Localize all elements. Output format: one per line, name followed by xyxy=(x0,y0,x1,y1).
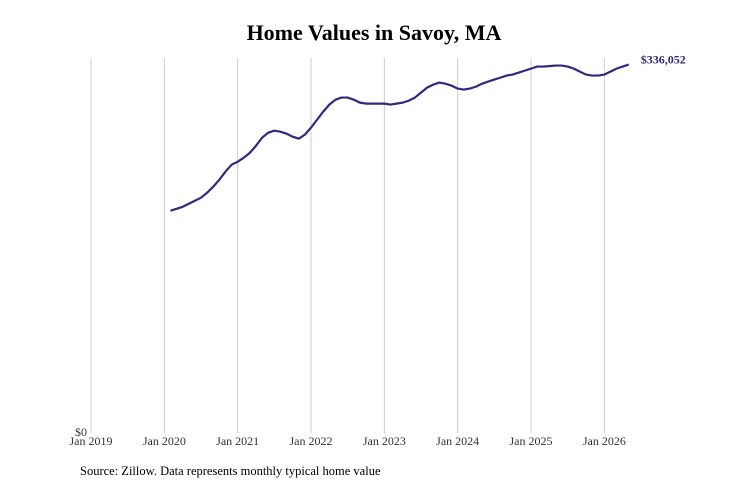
x-tick-label: Jan 2019 xyxy=(70,434,113,448)
x-tick-label: Jan 2024 xyxy=(436,434,479,448)
x-tick-label: Jan 2021 xyxy=(216,434,259,448)
chart-title: Home Values in Savoy, MA xyxy=(247,20,502,45)
x-tick-label: Jan 2025 xyxy=(510,434,553,448)
source-note: Source: Zillow. Data represents monthly … xyxy=(80,464,381,478)
x-tick-label: Jan 2026 xyxy=(583,434,626,448)
y-tick-label: $0 xyxy=(75,425,87,439)
x-tick-label: Jan 2023 xyxy=(363,434,406,448)
data-line xyxy=(170,63,630,212)
x-tick-label: Jan 2022 xyxy=(290,434,333,448)
x-tick-label: Jan 2020 xyxy=(143,434,186,448)
value-label: $336,052 xyxy=(641,52,686,66)
